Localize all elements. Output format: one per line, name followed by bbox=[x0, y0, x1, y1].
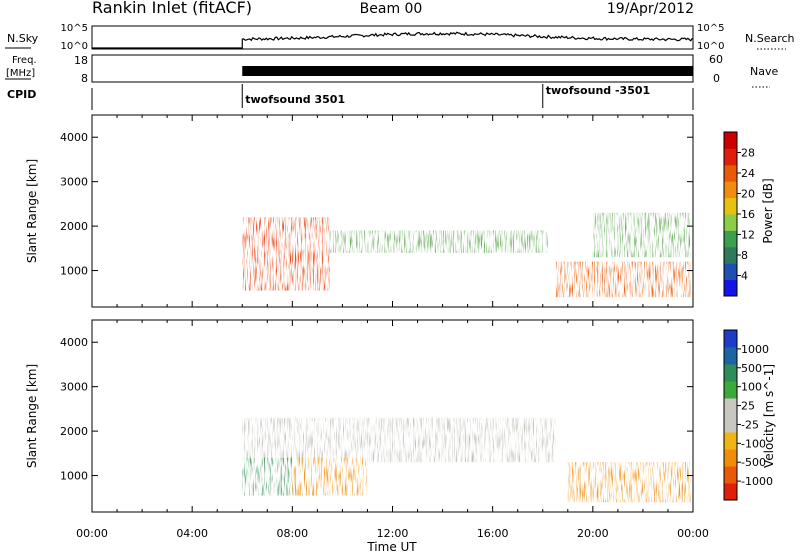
echo-region bbox=[242, 417, 556, 463]
x-axis-label: Time UT bbox=[366, 540, 417, 554]
velocity-colorbar: -1000 -500 -100 -25 25 100 500 1000 bbox=[723, 329, 773, 501]
velocity-colorbar-label-text: Velocity [m s^-1] bbox=[762, 364, 776, 468]
colorbar-swatch bbox=[724, 279, 737, 297]
colorbar-swatch bbox=[724, 148, 737, 166]
y-tick-label: 1000 bbox=[60, 265, 88, 278]
colorbar-swatch bbox=[724, 214, 737, 231]
colorbar-swatch bbox=[724, 132, 737, 149]
colorbar-swatch bbox=[724, 230, 737, 248]
colorbar-swatch bbox=[724, 164, 737, 182]
freq-tick-top: 18 bbox=[74, 54, 88, 67]
time-axis: 00:00 04:00 08:00 12:00 16:00 20:00 00:00 bbox=[76, 527, 709, 540]
colorbar-swatch bbox=[724, 449, 737, 467]
x-tick-label: 00:00 bbox=[76, 527, 108, 540]
freq-tick-bottom: 8 bbox=[81, 72, 88, 85]
freq-nave-panel: Freq. [MHz] 18 8 60 0 Nave bbox=[5, 53, 778, 88]
nave-tick-bottom: 0 bbox=[713, 72, 720, 85]
colorbar-tick-label: 24 bbox=[741, 167, 755, 180]
power-panel: 1000 2000 3000 4000 Slant Range [km] bbox=[25, 114, 694, 308]
colorbar-tick-label: 28 bbox=[741, 147, 755, 160]
colorbar-swatch bbox=[724, 483, 737, 501]
frequency-band bbox=[242, 66, 693, 76]
freq-axis-label-1: Freq. bbox=[12, 55, 37, 66]
y-tick-label: 4000 bbox=[60, 131, 88, 144]
colorbar-swatch bbox=[724, 263, 737, 281]
sky-search-panel: N.Sky 10^5 10^0 10^5 10^0 N.Search bbox=[5, 23, 795, 52]
echo-region bbox=[567, 462, 691, 503]
x-tick-label: 20:00 bbox=[577, 527, 609, 540]
colorbar-frame bbox=[723, 329, 738, 501]
colorbar-tick-label: 12 bbox=[741, 229, 755, 242]
colorbar-tick-label: 25 bbox=[741, 400, 755, 413]
y-tick-label: 4000 bbox=[60, 336, 88, 349]
colorbar-tick-label: 16 bbox=[741, 208, 755, 221]
colorbar-tick-label: 100 bbox=[741, 381, 762, 394]
colorbar-swatch bbox=[724, 381, 737, 399]
search-tick-top: 10^5 bbox=[697, 23, 724, 34]
colorbar-swatch bbox=[724, 364, 737, 382]
colorbar-swatch bbox=[724, 398, 737, 416]
cpid-program-label: twofsound -3501 bbox=[546, 84, 650, 97]
velocity-ylabel: Slant Range [km] bbox=[25, 364, 39, 468]
echo-region bbox=[292, 457, 368, 496]
colorbar-tick-label: -1000 bbox=[741, 475, 773, 488]
velocity-panel: 1000 2000 3000 4000 Slant Range [km] bbox=[25, 319, 694, 513]
y-tick-label: 2000 bbox=[60, 425, 88, 438]
x-tick-label: 00:00 bbox=[677, 527, 709, 540]
x-tick-label: 16:00 bbox=[477, 527, 509, 540]
colorbar-swatch bbox=[724, 432, 737, 450]
velocity-colorbar-label: Velocity [m s^-1] bbox=[762, 364, 776, 468]
sky-tick-bottom: 10^0 bbox=[61, 41, 88, 52]
date-label: 19/Apr/2012 bbox=[607, 1, 694, 17]
cpid-label: CPID bbox=[7, 88, 36, 101]
colorbar-swatch bbox=[724, 466, 737, 484]
power-ylabel: Slant Range [km] bbox=[25, 159, 39, 263]
colorbar-swatch bbox=[724, 197, 737, 215]
beam-label: Beam 00 bbox=[360, 1, 423, 17]
colorbar-tick-label: -25 bbox=[741, 418, 759, 431]
colorbar-swatch bbox=[724, 347, 737, 365]
echo-region bbox=[555, 261, 691, 298]
x-tick-label: 04:00 bbox=[176, 527, 208, 540]
echo-region bbox=[242, 457, 293, 496]
y-tick-label: 2000 bbox=[60, 220, 88, 233]
sky-tick-top: 10^5 bbox=[61, 23, 88, 34]
power-colorbar-label: Power [dB] bbox=[761, 178, 775, 243]
y-tick-label: 3000 bbox=[60, 381, 88, 394]
colorbar-swatch bbox=[724, 330, 737, 348]
noise-trace bbox=[92, 31, 693, 49]
power-colorbar: 4 8 12 16 20 24 28 bbox=[723, 131, 755, 297]
colorbar-tick-label: 8 bbox=[741, 249, 748, 262]
freq-axis-label-2: [MHz] bbox=[6, 68, 35, 79]
colorbar-swatch bbox=[724, 415, 737, 433]
cpid-row: CPID twofsound 3501 twofsound -3501 bbox=[7, 84, 694, 110]
x-tick-label: 12:00 bbox=[377, 527, 409, 540]
x-tick-label: 08:00 bbox=[276, 527, 308, 540]
colorbar-swatch bbox=[724, 246, 737, 264]
echo-region bbox=[592, 212, 691, 258]
station-title: Rankin Inlet (fitACF) bbox=[92, 0, 252, 17]
colorbar-tick-label: -100 bbox=[741, 437, 766, 450]
y-tick-label: 1000 bbox=[60, 470, 88, 483]
colorbar-tick-label: 1000 bbox=[741, 343, 769, 356]
sky-axis-label: N.Sky bbox=[7, 32, 39, 45]
colorbar-tick-label: 4 bbox=[741, 270, 748, 283]
colorbar-tick-label: 20 bbox=[741, 188, 755, 201]
colorbar-tick-label: -500 bbox=[741, 456, 766, 469]
cpid-program-label: twofsound 3501 bbox=[245, 93, 345, 106]
nave-axis-label: Nave bbox=[750, 65, 778, 78]
colorbar-tick-label: 500 bbox=[741, 362, 762, 375]
search-tick-bottom: 10^0 bbox=[697, 41, 724, 52]
y-tick-label: 3000 bbox=[60, 176, 88, 189]
nave-tick-top: 60 bbox=[709, 53, 723, 66]
colorbar-swatch bbox=[724, 181, 737, 199]
echo-region bbox=[242, 217, 330, 291]
search-axis-label: N.Search bbox=[745, 32, 795, 45]
